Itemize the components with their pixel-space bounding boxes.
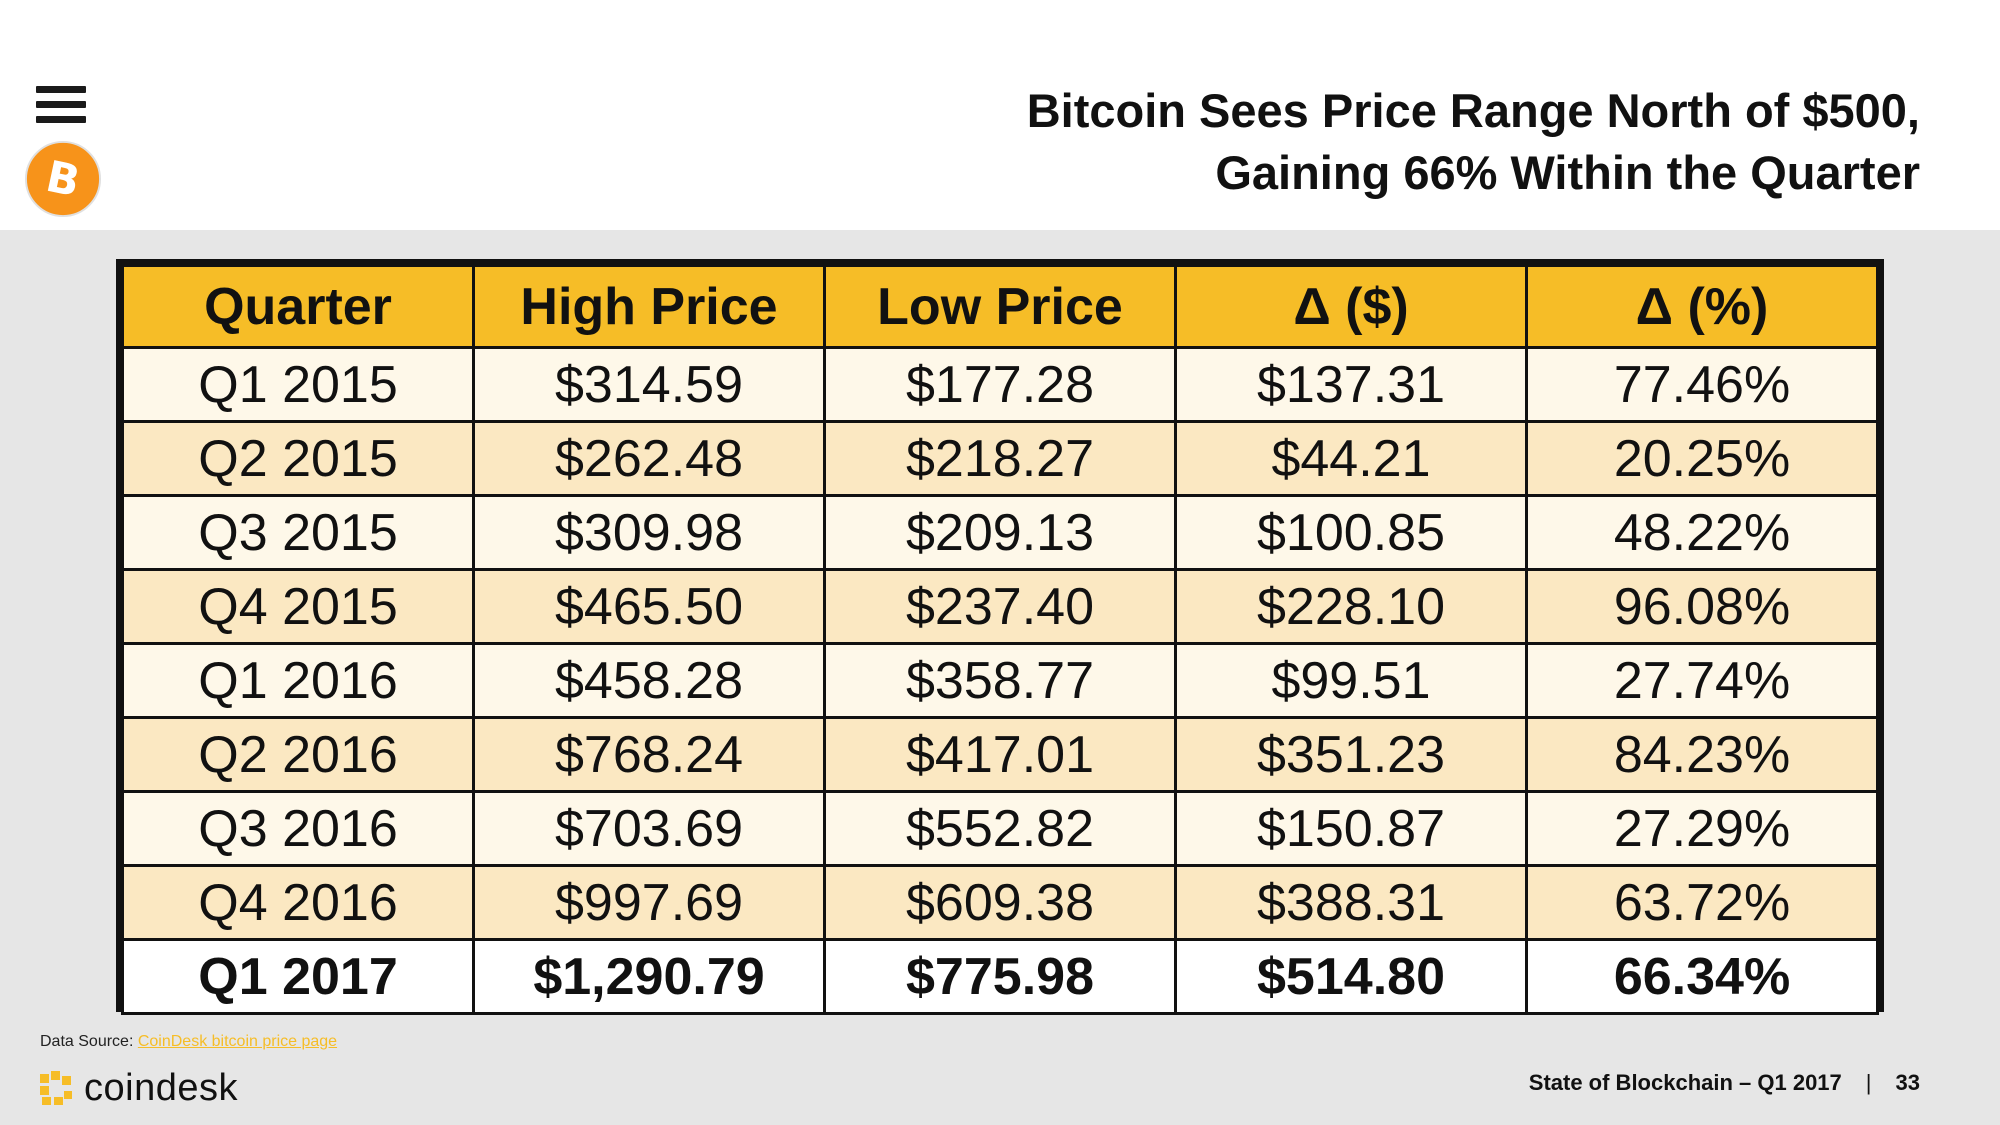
hamburger-icon[interactable] — [36, 86, 86, 130]
cell-delta-dollar: $99.51 — [1174, 642, 1528, 719]
cell-low: $237.40 — [823, 568, 1177, 645]
data-source: Data Source: CoinDesk bitcoin price page — [40, 1033, 337, 1051]
table-row: Q2 2016 $768.24 $417.01 $351.23 84.23% — [121, 716, 1879, 793]
col-header-delta-percent: Δ (%) — [1525, 264, 1879, 349]
table-row: Q3 2015 $309.98 $209.13 $100.85 48.22% — [121, 494, 1879, 571]
cell-low: $209.13 — [823, 494, 1177, 571]
cell-high: $997.69 — [472, 864, 826, 941]
col-header-low-price: Low Price — [823, 264, 1177, 349]
cell-high: $703.69 — [472, 790, 826, 867]
table-header-row: Quarter High Price Low Price Δ ($) Δ (%) — [121, 264, 1879, 349]
cell-delta-percent: 27.29% — [1525, 790, 1879, 867]
table-row: Q4 2016 $997.69 $609.38 $388.31 63.72% — [121, 864, 1879, 941]
title-line-1: Bitcoin Sees Price Range North of $500, — [1026, 84, 1920, 137]
bitcoin-logo-icon: B — [24, 140, 102, 218]
cell-low: $775.98 — [823, 938, 1177, 1015]
col-header-high-price: High Price — [472, 264, 826, 349]
cell-delta-dollar: $514.80 — [1174, 938, 1528, 1015]
footer-separator: | — [1865, 1070, 1872, 1095]
cell-delta-dollar: $351.23 — [1174, 716, 1528, 793]
cell-high: $458.28 — [472, 642, 826, 719]
cell-low: $177.28 — [823, 346, 1177, 423]
cell-delta-percent: 48.22% — [1525, 494, 1879, 571]
cell-high: $1,290.79 — [472, 938, 826, 1015]
cell-quarter: Q1 2017 — [121, 938, 475, 1015]
coindesk-logo: coindesk — [38, 1066, 238, 1109]
slide-header: B Bitcoin Sees Price Range North of $500… — [0, 0, 2000, 230]
col-header-delta-dollar: Δ ($) — [1174, 264, 1528, 349]
coindesk-wordmark: coindesk — [84, 1066, 238, 1109]
cell-quarter: Q2 2015 — [121, 420, 475, 497]
page-title: Bitcoin Sees Price Range North of $500, … — [1027, 80, 1920, 204]
table-row-highlight: Q1 2017 $1,290.79 $775.98 $514.80 66.34% — [121, 938, 1879, 1015]
cell-delta-dollar: $137.31 — [1174, 346, 1528, 423]
cell-low: $609.38 — [823, 864, 1177, 941]
cell-quarter: Q1 2016 — [121, 642, 475, 719]
cell-delta-percent: 63.72% — [1525, 864, 1879, 941]
cell-delta-percent: 77.46% — [1525, 346, 1879, 423]
cell-low: $417.01 — [823, 716, 1177, 793]
price-table: Quarter High Price Low Price Δ ($) Δ (%)… — [121, 264, 1879, 1015]
cell-quarter: Q2 2016 — [121, 716, 475, 793]
table-row: Q2 2015 $262.48 $218.27 $44.21 20.25% — [121, 420, 1879, 497]
cell-low: $358.77 — [823, 642, 1177, 719]
cell-delta-dollar: $44.21 — [1174, 420, 1528, 497]
cell-delta-percent: 84.23% — [1525, 716, 1879, 793]
cell-high: $314.59 — [472, 346, 826, 423]
cell-delta-percent: 20.25% — [1525, 420, 1879, 497]
cell-high: $309.98 — [472, 494, 826, 571]
cell-delta-percent: 27.74% — [1525, 642, 1879, 719]
cell-high: $465.50 — [472, 568, 826, 645]
cell-high: $262.48 — [472, 420, 826, 497]
slide-footer: State of Blockchain – Q1 2017 | 33 — [1529, 1070, 1920, 1096]
cell-quarter: Q4 2016 — [121, 864, 475, 941]
cell-quarter: Q4 2015 — [121, 568, 475, 645]
price-table-container: Quarter High Price Low Price Δ ($) Δ (%)… — [116, 259, 1884, 1015]
coindesk-mark-icon — [40, 1071, 72, 1105]
cell-low: $218.27 — [823, 420, 1177, 497]
cell-low: $552.82 — [823, 790, 1177, 867]
title-line-2: Gaining 66% Within the Quarter — [1215, 146, 1920, 199]
cell-delta-dollar: $228.10 — [1174, 568, 1528, 645]
data-source-link[interactable]: CoinDesk bitcoin price page — [137, 1033, 338, 1050]
table-row: Q3 2016 $703.69 $552.82 $150.87 27.29% — [121, 790, 1879, 867]
data-source-label: Data Source: — [40, 1033, 134, 1050]
cell-delta-dollar: $388.31 — [1174, 864, 1528, 941]
cell-delta-percent: 96.08% — [1525, 568, 1879, 645]
cell-delta-percent: 66.34% — [1525, 938, 1879, 1015]
cell-quarter: Q3 2016 — [121, 790, 475, 867]
table-row: Q1 2015 $314.59 $177.28 $137.31 77.46% — [121, 346, 1879, 423]
cell-quarter: Q3 2015 — [121, 494, 475, 571]
report-title: State of Blockchain – Q1 2017 — [1528, 1070, 1842, 1095]
cell-delta-dollar: $150.87 — [1174, 790, 1528, 867]
cell-quarter: Q1 2015 — [121, 346, 475, 423]
page-number: 33 — [1895, 1070, 1920, 1095]
cell-high: $768.24 — [472, 716, 826, 793]
col-header-quarter: Quarter — [121, 264, 475, 349]
table-row: Q1 2016 $458.28 $358.77 $99.51 27.74% — [121, 642, 1879, 719]
cell-delta-dollar: $100.85 — [1174, 494, 1528, 571]
table-row: Q4 2015 $465.50 $237.40 $228.10 96.08% — [121, 568, 1879, 645]
